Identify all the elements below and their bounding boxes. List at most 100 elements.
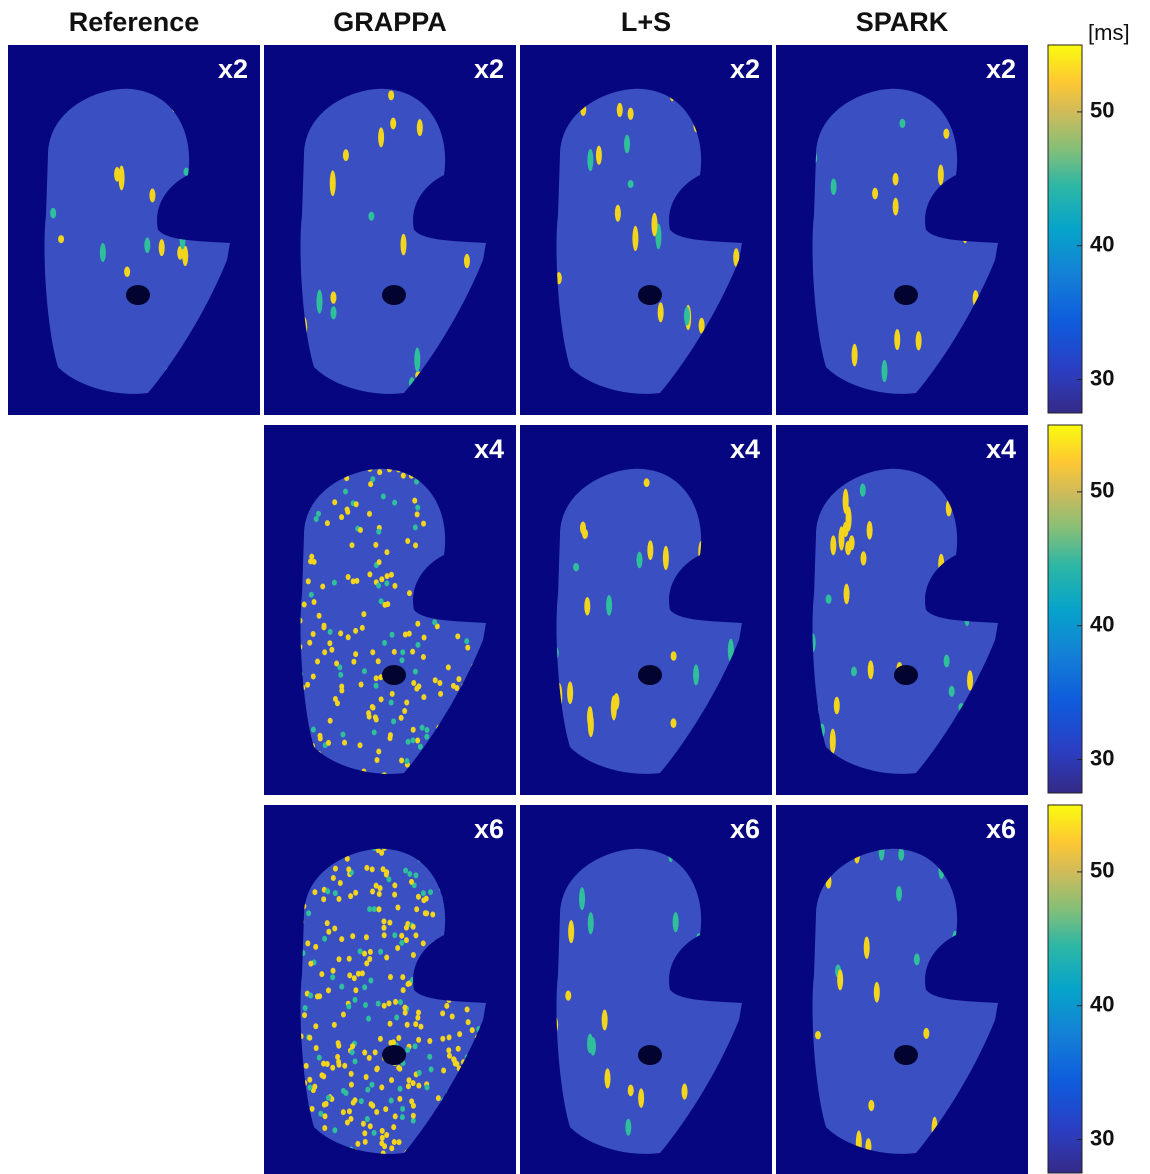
- column-title: SPARK: [856, 7, 949, 37]
- hot-spot: [445, 664, 451, 671]
- colorbar-tick-label: 50: [1090, 858, 1114, 883]
- hot-spot: [326, 928, 332, 935]
- image-panel: x2: [520, 45, 772, 415]
- hot-spot: [395, 945, 401, 952]
- hot-spot: [399, 657, 405, 664]
- hot-spot: [421, 520, 427, 527]
- hot-spot: [830, 535, 837, 556]
- hot-spot: [614, 204, 621, 222]
- hot-spot: [360, 1120, 366, 1127]
- hot-spot: [843, 583, 850, 605]
- hot-spot: [413, 542, 419, 549]
- hot-spot: [881, 359, 888, 383]
- hot-spot: [375, 1000, 381, 1007]
- hot-spot: [421, 694, 427, 701]
- hot-spot: [308, 960, 314, 967]
- hot-spot: [420, 653, 426, 660]
- hot-spot: [353, 627, 359, 634]
- hot-spot: [400, 974, 406, 981]
- hot-spot: [456, 676, 462, 683]
- hot-spot: [391, 648, 397, 655]
- hot-spot: [313, 516, 319, 523]
- hot-spot: [311, 599, 317, 606]
- hot-spot: [604, 1068, 611, 1089]
- hot-spot: [322, 1125, 328, 1132]
- hot-spot: [440, 1010, 446, 1017]
- hot-spot: [302, 1005, 308, 1012]
- hot-spot: [325, 987, 331, 994]
- cavity: [382, 1045, 406, 1065]
- hot-spot: [338, 671, 344, 678]
- hot-spot: [381, 918, 387, 925]
- hot-spot: [309, 553, 315, 560]
- hot-spot: [413, 1021, 419, 1028]
- hot-spot: [366, 510, 372, 517]
- panels: x2 x2 x2 x2 x4 x4 x4 x6 x6 x6: [8, 45, 1028, 1174]
- hot-spot: [332, 865, 338, 872]
- hot-spot: [427, 1053, 433, 1060]
- hot-spot: [314, 993, 320, 1000]
- hot-spot: [332, 890, 338, 897]
- hot-spot: [353, 501, 359, 508]
- hot-spot: [432, 619, 438, 626]
- hot-spot: [867, 660, 874, 680]
- hot-spot: [354, 577, 360, 584]
- hot-spot: [376, 559, 382, 566]
- column-titles: Reference GRAPPA L+S SPARK: [69, 7, 949, 37]
- hot-spot: [373, 541, 379, 548]
- hot-spot: [351, 975, 357, 982]
- hot-spot: [321, 1060, 327, 1067]
- hot-spot: [158, 239, 165, 257]
- hot-spot: [305, 578, 311, 585]
- hot-spot: [357, 742, 363, 749]
- hot-spot: [409, 1098, 415, 1105]
- hot-spot: [349, 542, 355, 549]
- hot-spot: [632, 225, 639, 252]
- hot-spot: [415, 1009, 421, 1016]
- hot-spot: [392, 582, 398, 589]
- hot-spot: [411, 680, 417, 687]
- hot-spot: [316, 289, 323, 314]
- hot-spot: [144, 237, 151, 254]
- hot-spot: [830, 178, 837, 196]
- row-label: x2: [730, 54, 760, 84]
- hot-spot: [355, 1140, 361, 1147]
- hot-spot: [368, 977, 374, 984]
- hot-spot: [387, 919, 393, 926]
- row-label: x6: [474, 814, 504, 844]
- hot-spot: [387, 732, 393, 739]
- hot-spot: [892, 197, 899, 216]
- hot-spot: [416, 119, 423, 137]
- hot-spot: [319, 971, 325, 978]
- hot-spot: [352, 996, 358, 1003]
- hot-spot: [376, 582, 382, 589]
- hot-spot: [305, 681, 311, 688]
- hot-spot: [305, 940, 311, 947]
- row-label: x6: [730, 814, 760, 844]
- hot-spot: [413, 932, 419, 939]
- hot-spot: [625, 1118, 632, 1136]
- hot-spot: [683, 306, 690, 326]
- hot-spot: [446, 1034, 452, 1041]
- hot-spot: [382, 601, 388, 608]
- cavity: [894, 665, 918, 685]
- hot-spot: [937, 164, 944, 186]
- hot-spot: [415, 737, 421, 744]
- hot-spot: [948, 685, 955, 697]
- hot-spot: [415, 641, 421, 648]
- hot-spot: [358, 1098, 364, 1105]
- hot-spot: [332, 925, 338, 932]
- image-panel: x4: [776, 425, 1028, 795]
- row-label: x2: [986, 54, 1016, 84]
- hot-spot: [118, 165, 125, 191]
- hot-spot: [345, 573, 351, 580]
- hot-spot: [440, 1035, 446, 1042]
- hot-spot: [616, 102, 623, 118]
- cavity: [382, 665, 406, 685]
- hot-spot: [369, 1081, 375, 1088]
- cavity: [894, 285, 918, 305]
- hot-spot: [381, 932, 387, 939]
- hot-spot: [366, 1054, 372, 1061]
- hot-spot: [643, 478, 650, 488]
- hot-spot: [340, 1087, 346, 1094]
